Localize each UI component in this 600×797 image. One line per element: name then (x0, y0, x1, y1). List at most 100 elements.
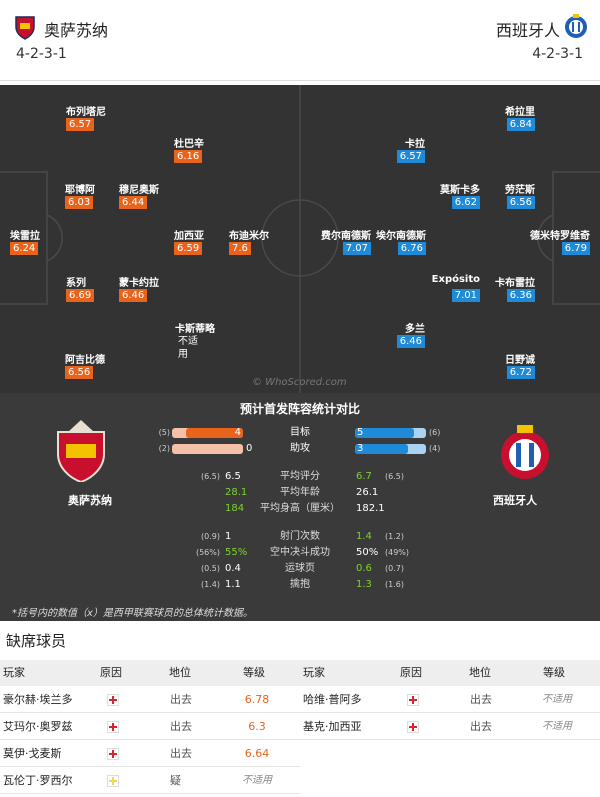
away-value: 26.1 (356, 487, 379, 498)
status: 出去 (170, 747, 192, 760)
away-crest-large (501, 425, 549, 479)
player: 瓦伦丁·罗西尔 (3, 774, 73, 787)
reason-icon (107, 748, 119, 760)
player: 哈维·普阿多 (303, 693, 362, 706)
player-rating: 6.56 (506, 196, 535, 209)
player-name: 埃雷拉 (10, 231, 40, 242)
status: 出去 (470, 720, 492, 733)
home-value: 6.5 (225, 471, 241, 482)
player: 豪尔赫·埃兰多 (3, 693, 73, 706)
absences-header (0, 660, 600, 686)
player-rating: 6.46 (396, 335, 425, 348)
home-value: 0 (246, 443, 253, 454)
row-border (300, 739, 600, 740)
rating: 不适用 (542, 694, 572, 705)
player-rating: 6.62 (451, 196, 480, 209)
away-value: 5 (357, 427, 364, 438)
home-formation: 4-2-3-1 (16, 46, 67, 62)
player-rating: 6.57 (66, 118, 95, 131)
home-avg: (5) (158, 428, 170, 437)
reason-icon (407, 694, 419, 706)
player-name: 系列 (66, 278, 86, 289)
rating: 6.3 (248, 720, 266, 733)
home-avg-bar (172, 444, 243, 454)
row-border (300, 712, 600, 713)
player: 莫伊·戈麦斯 (3, 747, 62, 760)
away-value: 50% (356, 547, 379, 558)
status: 出去 (170, 693, 192, 706)
player-name: 希拉里 (505, 107, 535, 118)
away-avg: (6) (429, 428, 441, 437)
home-avg: (6.5) (201, 472, 220, 481)
player-rating: 6.79 (561, 242, 590, 255)
player-rating: 6.84 (506, 118, 535, 131)
away-value: 0.6 (356, 563, 372, 574)
stat-label: 擒抱 (290, 579, 310, 590)
home-avg: (0.5) (201, 564, 220, 573)
away-crest (565, 14, 587, 38)
home-value: 184 (225, 503, 245, 514)
player-name: 杜巴辛 (174, 139, 204, 150)
column-header: 地位 (469, 666, 491, 679)
player-rating: 6.24 (10, 242, 39, 255)
player-name: 德米特罗维奇 (530, 231, 590, 242)
away-avg: (49%) (385, 548, 410, 557)
status: 疑 (170, 774, 181, 787)
away-avg: (1.6) (385, 580, 404, 589)
away-value: 1.4 (356, 531, 372, 542)
player-name: 阿吉比德 (65, 355, 105, 366)
away-value: 182.1 (356, 503, 385, 514)
stat-label: 射门次数 (280, 531, 320, 542)
player-rating: 6.16 (174, 150, 203, 163)
away-bar (355, 428, 415, 438)
home-avg: (2) (158, 444, 170, 453)
header (0, 0, 600, 81)
player-name: 加西亚 (174, 231, 204, 242)
home-avg: (56%) (195, 548, 220, 557)
home-crest-large (57, 420, 105, 482)
player: 基克·加西亚 (303, 720, 362, 733)
player-rating: 不适用 (178, 336, 198, 360)
column-header: 原因 (100, 666, 122, 679)
player-name: 布迪米尔 (229, 231, 269, 242)
row-border (0, 793, 300, 794)
player-name: 莫斯卡多 (440, 185, 480, 196)
away-formation: 4-2-3-1 (532, 46, 583, 62)
player-name: 布列塔尼 (66, 107, 106, 118)
player-name: 卡斯蒂略 (175, 324, 215, 335)
home-crest (15, 16, 35, 40)
away-avg: (1.2) (385, 532, 404, 541)
home-bar (186, 428, 243, 438)
home-avg: (0.9) (201, 532, 220, 541)
player-name: 埃尔南德斯 (376, 231, 426, 242)
player-rating: 6.03 (65, 196, 94, 209)
player-rating: 6.72 (506, 366, 535, 379)
stat-label: 目标 (290, 427, 310, 438)
watermark: © WhoScored.com (252, 377, 347, 388)
player-rating: 6.56 (65, 366, 94, 379)
player-name: 耶博阿 (65, 185, 95, 196)
stats-note: *括号内的数值（x）是西甲联赛球员的总体统计数据。 (12, 608, 253, 619)
stat-label: 空中决斗成功 (270, 547, 330, 558)
home-value: 4 (234, 427, 241, 438)
home-value: 1 (225, 531, 232, 542)
rating: 6.64 (244, 747, 270, 760)
stats-title: 预计首发阵容统计对比 (239, 402, 360, 416)
home-value: 28.1 (225, 487, 248, 498)
away-bar (355, 444, 409, 454)
player-rating: 6.69 (66, 289, 95, 302)
stat-label: 运球页 (285, 563, 315, 574)
away-avg: (4) (429, 444, 441, 453)
home-value: 55% (225, 547, 248, 558)
stat-label: 平均身高（厘米） (260, 503, 340, 514)
row-border (0, 712, 300, 713)
stat-label: 平均年龄 (280, 487, 320, 498)
player-name: 穆尼奥斯 (119, 185, 159, 196)
row-border (0, 739, 300, 740)
away-avg: (0.7) (385, 564, 404, 573)
player-name: 劳茫斯 (505, 185, 535, 196)
reason-icon (107, 721, 119, 733)
home-avg: (1.4) (201, 580, 220, 589)
rating: 6.78 (244, 693, 270, 706)
